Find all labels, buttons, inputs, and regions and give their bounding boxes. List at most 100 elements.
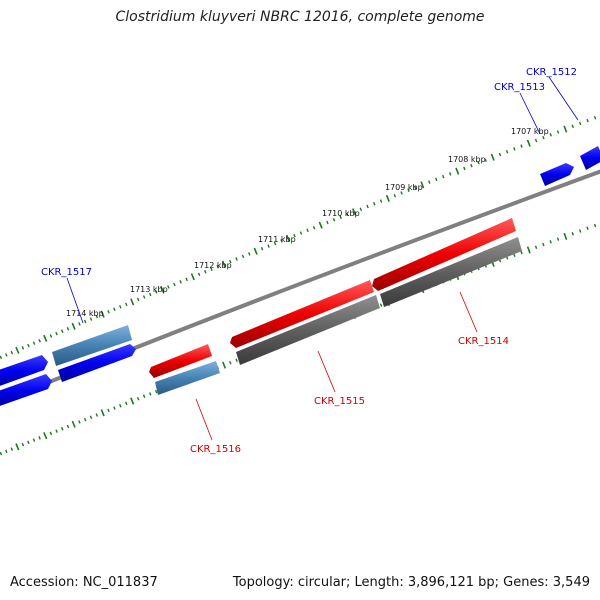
gene-forward-arrow-c[interactable] [0,374,52,408]
major-tick [563,232,568,240]
minor-tick [498,152,502,157]
page-title: Clostridium kluyveri NBRC 12016, complet… [115,9,485,25]
gene-label-ckr-1514[interactable]: CKR_1514 [458,336,509,347]
gene-ckr-1515-arrow[interactable] [230,280,374,348]
minor-tick [216,264,220,269]
minor-tick [267,244,270,248]
minor-tick [299,231,303,235]
minor-tick [414,185,417,190]
label-leader-lines [66,76,579,441]
minor-tick [241,254,245,259]
minor-tick [107,310,110,314]
minor-tick [173,282,176,287]
ruler-label: 1713 kbp [130,285,168,294]
minor-tick [235,358,238,363]
major-tick [253,247,258,255]
major-tick [71,322,76,330]
minor-tick [273,241,277,246]
minor-tick [83,319,87,324]
minor-tick [113,406,116,410]
major-tick [130,397,135,405]
minor-tick [280,239,283,243]
gene-label-ckr-1516[interactable]: CKR_1516 [190,444,241,455]
gene-label-ckr-1513[interactable]: CKR_1513 [494,82,545,93]
gene-ckr-1514-homolog[interactable] [380,237,522,307]
ruler-label: 1708 kbp [448,155,486,164]
leader-line-ckr-1516 [195,398,213,441]
gene-labels: CKR_1512 CKR_1513 CKR_1517 CKR_1514 CKR_… [41,67,577,455]
minor-tick [49,431,53,436]
minor-tick [21,442,25,447]
gene-ckr-1515-homolog[interactable] [236,295,380,365]
major-tick [43,432,48,440]
minor-tick [107,408,110,413]
minor-tick [136,297,140,302]
minor-tick [21,346,25,350]
ruler-label: 1712 kbp [194,261,232,270]
minor-tick [229,259,232,264]
major-tick [15,443,20,451]
leader-line-ckr-1517 [66,277,84,324]
minor-tick [593,223,597,228]
minor-tick [449,172,452,176]
minor-tick [32,438,36,442]
ruler-label: 1709 kbp [385,183,423,192]
minor-tick [78,420,81,424]
forward-strand-genes [0,146,600,408]
minor-tick [312,226,316,230]
major-tick [526,246,531,254]
gene-label-ckr-1517[interactable]: CKR_1517 [41,267,92,278]
ruler-label: 1710 kbp [322,209,360,218]
minor-tick [38,339,41,343]
minor-tick [571,231,574,236]
minor-tick [520,250,523,255]
minor-tick [66,327,70,331]
gene-ckr-1513-arrow[interactable] [540,163,574,186]
minor-tick [549,240,552,244]
major-tick [420,181,425,189]
minor-tick [95,413,99,417]
reverse-strand-genes [149,218,522,395]
gene-ckr-1516-arrow[interactable] [149,344,212,378]
minor-tick [113,307,116,312]
minor-tick [89,415,93,420]
gene-label-ckr-1512[interactable]: CKR_1512 [526,67,577,78]
major-tick [490,153,495,161]
minor-tick [293,233,296,238]
minor-tick [407,188,410,193]
minor-tick [197,272,201,277]
minor-tick [89,317,93,321]
minor-tick [571,124,574,129]
minor-tick [428,180,431,184]
major-tick [222,361,227,369]
minor-tick [359,207,363,211]
minor-tick [339,215,342,219]
gene-ckr-1514-arrow[interactable] [372,218,516,291]
major-tick [318,221,323,229]
minor-tick [61,427,64,431]
major-tick [221,260,227,268]
minor-tick [142,295,146,299]
gene-forward-arrow-b[interactable] [58,344,136,382]
minor-tick [5,449,8,454]
major-tick [15,346,20,354]
minor-tick [55,331,58,336]
minor-tick [435,177,438,182]
minor-tick [148,292,152,297]
minor-tick [520,144,523,148]
minor-tick [38,436,41,440]
major-tick [385,194,390,202]
minor-tick [185,277,188,282]
minor-tick [470,163,473,168]
gene-ckr-1517-arrow[interactable] [52,325,132,366]
minor-tick [346,212,349,217]
ruler-label: 1711 kbp [258,235,296,244]
minor-tick [393,193,397,198]
leader-line-ckr-1514 [459,291,478,333]
gene-ckr-1516-homolog[interactable] [155,361,220,395]
gene-forward-arrow-a[interactable] [0,355,48,388]
minor-tick [556,130,560,134]
gene-label-ckr-1515[interactable]: CKR_1515 [314,396,365,407]
gene-ckr-1512-arrow[interactable] [580,146,600,170]
minor-tick [542,242,545,247]
